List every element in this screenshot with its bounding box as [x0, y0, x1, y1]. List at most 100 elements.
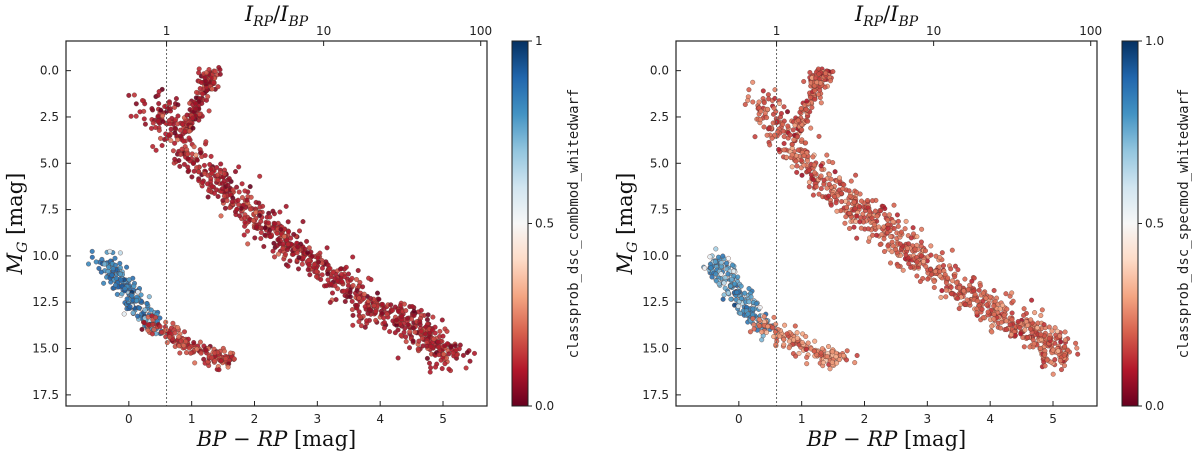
- data-point: [314, 269, 319, 275]
- y-tick-label: 5.0: [40, 156, 59, 170]
- data-point: [141, 116, 147, 122]
- data-point: [186, 135, 192, 141]
- data-point: [824, 185, 830, 191]
- data-point: [948, 266, 954, 272]
- data-point: [411, 325, 416, 331]
- data-point: [341, 288, 347, 294]
- data-point: [427, 360, 432, 366]
- data-point: [789, 164, 795, 170]
- series-white-dwarfs: [701, 246, 777, 343]
- data-point: [877, 242, 883, 247]
- series-red-clump: [195, 66, 218, 92]
- data-point: [437, 328, 443, 334]
- colorbar-tick-label: 0.5: [535, 217, 554, 231]
- data-point: [803, 140, 809, 146]
- data-point: [750, 306, 756, 312]
- data-point: [1038, 332, 1044, 337]
- data-point: [122, 286, 128, 292]
- data-point: [138, 292, 144, 298]
- data-point: [181, 161, 187, 167]
- data-point: [943, 280, 949, 286]
- data-point: [895, 218, 901, 224]
- data-point: [212, 350, 218, 356]
- y-tick-label: 0.0: [650, 64, 669, 78]
- data-point: [424, 317, 430, 323]
- data-point: [145, 327, 151, 333]
- data-point: [256, 200, 262, 206]
- data-point: [919, 253, 925, 259]
- data-point: [86, 261, 91, 267]
- data-point: [1018, 331, 1024, 337]
- data-point: [810, 177, 816, 183]
- data-point: [747, 329, 753, 335]
- data-point: [179, 146, 185, 152]
- data-point: [811, 162, 817, 168]
- data-point: [1042, 352, 1048, 358]
- data-point: [746, 286, 752, 292]
- data-point: [392, 330, 398, 336]
- data-point: [285, 263, 291, 269]
- y-tick-label: 17.5: [32, 388, 59, 402]
- data-point: [730, 262, 736, 268]
- data-point: [362, 304, 368, 310]
- data-point: [194, 346, 200, 352]
- data-point: [818, 100, 824, 106]
- data-point: [124, 264, 130, 270]
- data-point: [939, 250, 945, 256]
- data-point: [362, 324, 368, 330]
- data-point: [170, 148, 176, 154]
- data-point: [168, 126, 174, 132]
- data-point: [472, 350, 477, 356]
- data-point: [1062, 363, 1067, 369]
- data-point: [257, 204, 263, 210]
- data-point: [781, 147, 787, 153]
- data-point: [192, 360, 198, 366]
- data-point: [403, 334, 409, 340]
- data-point: [339, 279, 345, 285]
- data-point: [167, 334, 173, 340]
- data-point: [810, 192, 816, 198]
- data-point: [196, 169, 202, 175]
- data-point: [804, 158, 810, 164]
- data-point: [233, 169, 238, 175]
- data-point: [757, 323, 763, 329]
- data-point: [191, 340, 197, 345]
- data-point: [381, 315, 387, 321]
- data-point: [1073, 340, 1079, 346]
- data-point: [214, 187, 219, 193]
- data-point: [318, 277, 324, 282]
- data-point: [254, 224, 260, 230]
- data-point: [991, 288, 997, 293]
- data-point: [337, 266, 343, 272]
- data-point: [294, 250, 300, 256]
- data-point: [452, 343, 458, 349]
- data-point: [131, 92, 137, 98]
- data-point: [910, 225, 916, 231]
- data-point: [807, 70, 813, 75]
- data-point: [117, 260, 123, 266]
- data-point: [827, 172, 832, 178]
- data-point: [738, 283, 744, 289]
- panel-right: 0 1 2 3 4 5 0.0 2.5 5.0 7.5 10.0 12.5 15.0 17.5 1 10 100…: [613, 2, 1192, 451]
- data-point: [848, 178, 854, 184]
- data-point: [297, 228, 302, 234]
- data-point: [208, 153, 214, 159]
- data-point: [262, 232, 268, 238]
- data-point: [857, 204, 863, 209]
- data-point: [781, 141, 787, 146]
- data-point: [842, 220, 848, 226]
- data-point: [803, 346, 809, 352]
- data-point: [93, 259, 99, 265]
- data-point: [939, 288, 945, 294]
- data-point: [801, 79, 807, 84]
- data-point: [799, 172, 805, 178]
- data-point: [777, 333, 782, 339]
- data-point: [215, 84, 221, 90]
- data-point: [212, 68, 218, 74]
- data-point: [142, 121, 148, 127]
- data-point: [270, 248, 276, 254]
- data-point: [869, 215, 875, 221]
- data-point: [190, 115, 196, 121]
